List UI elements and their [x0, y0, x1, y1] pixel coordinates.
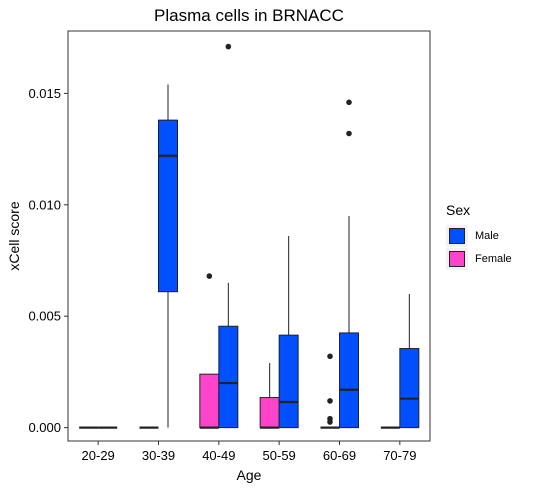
box-female-60-69 [320, 353, 340, 429]
outlier-point [327, 419, 333, 425]
plot-marks [79, 43, 420, 429]
legend-label-male: Male [475, 229, 499, 242]
outlier-point [225, 43, 232, 50]
legend: Sex Male Female [446, 202, 512, 270]
y-axis-label: xCell score [6, 201, 22, 270]
box-male-40-49 [218, 43, 239, 429]
y-tick-label: 0.015 [28, 86, 61, 101]
box-male-30-39 [158, 84, 178, 428]
y-tick-label: 0.010 [28, 197, 61, 212]
box-iqr [218, 325, 239, 429]
box-iqr [399, 348, 420, 429]
legend-key-female [446, 247, 468, 270]
outlier-point [346, 130, 352, 137]
box-iqr [278, 334, 299, 429]
x-tick-label: 60-69 [323, 448, 356, 463]
outlier-point [327, 398, 333, 404]
box-male-50-59 [278, 236, 299, 429]
x-tick-label: 20-29 [82, 448, 115, 463]
y-tick-label: 0.000 [28, 420, 61, 435]
outlier-point [327, 353, 333, 360]
x-tick-label: 50-59 [263, 448, 296, 463]
outlier-point [206, 273, 213, 279]
box-iqr [259, 397, 280, 429]
legend-title: Sex [446, 202, 471, 218]
x-tick-label: 30-39 [142, 448, 175, 463]
y-tick-label: 0.005 [28, 309, 61, 324]
x-axis: 20-29 30-39 40-49 50-59 60-69 70-79 [82, 441, 416, 463]
box-iqr [199, 373, 220, 429]
box-iqr [158, 119, 178, 293]
box-male-70-79 [399, 293, 420, 429]
x-tick-label: 70-79 [383, 448, 416, 463]
box-iqr [339, 332, 359, 429]
legend-label-female: Female [475, 252, 512, 265]
box-female-50-59 [259, 363, 280, 429]
y-axis: 0.000 0.005 0.010 0.015 [28, 86, 68, 435]
plot-panel [67, 30, 431, 442]
legend-key-male [446, 224, 468, 247]
chart-title: Plasma cells in BRNACC [154, 6, 344, 25]
legend-swatch-female [449, 250, 465, 267]
legend-item-female: Female [446, 247, 512, 270]
legend-item-male: Male [446, 224, 512, 247]
legend-swatch-male [449, 227, 465, 244]
x-tick-label: 40-49 [202, 448, 235, 463]
box-male-60-69 [339, 99, 359, 429]
x-axis-label: Age [237, 467, 262, 483]
outlier-point [346, 99, 352, 106]
